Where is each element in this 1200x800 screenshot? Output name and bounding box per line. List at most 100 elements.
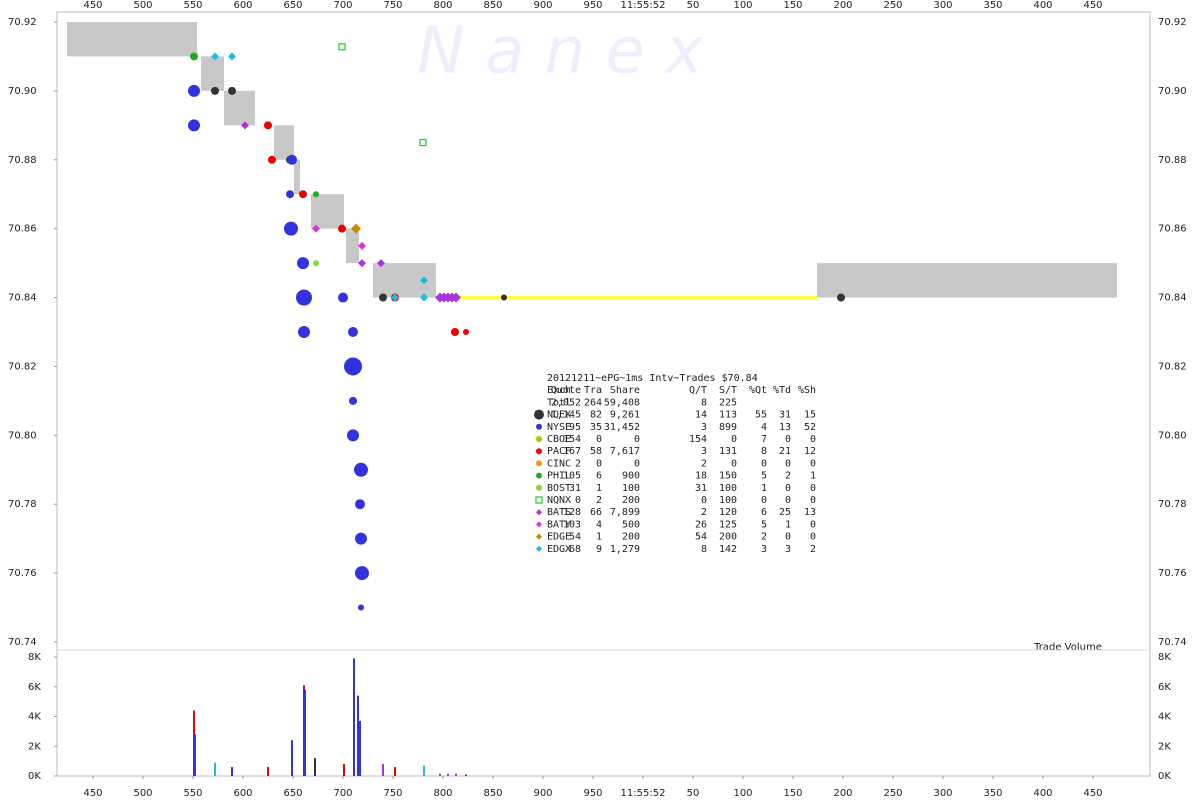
table-cell: 95 xyxy=(569,422,581,433)
volume-bar xyxy=(353,658,355,776)
table-cell: 0 xyxy=(575,495,581,506)
table-cell: 2 xyxy=(785,471,791,482)
table-cell: 2 xyxy=(596,495,602,506)
table-cell: NYSE xyxy=(547,422,571,433)
x-tick-label-bottom: 650 xyxy=(283,788,302,799)
table-cell: 8 xyxy=(701,544,707,555)
volume-bar xyxy=(267,767,269,776)
table-cell: 35 xyxy=(590,422,602,433)
table-cell: BOST xyxy=(547,483,571,494)
table-header: Q/T xyxy=(689,385,707,396)
quote-point xyxy=(420,276,428,285)
quote-point xyxy=(420,293,428,302)
volume-bar xyxy=(343,764,345,776)
x-tick-label-bottom: 800 xyxy=(433,788,452,799)
table-cell: EDGX xyxy=(547,544,571,555)
table-cell: 200 xyxy=(622,532,640,543)
quote-point xyxy=(188,84,200,97)
table-cell: 31,452 xyxy=(604,422,640,433)
quote-point xyxy=(299,190,307,199)
watermark: N a n e x xyxy=(417,15,704,89)
y-tick-label: 70.90 xyxy=(8,86,37,97)
quote-point xyxy=(338,224,346,233)
table-header: %Qt xyxy=(749,385,767,396)
x-tick-label-top: 350 xyxy=(983,0,1002,11)
quote-point xyxy=(296,289,312,306)
y-tick-label-right: 70.92 xyxy=(1158,17,1187,28)
volume-bar xyxy=(291,740,293,776)
table-cell: PACF xyxy=(547,446,571,457)
table-cell: Totl xyxy=(547,397,571,408)
quote-point xyxy=(347,429,359,442)
x-tick-label-top: 600 xyxy=(233,0,252,11)
x-tick-label-top: 300 xyxy=(933,0,952,11)
volume-bar xyxy=(194,734,196,776)
quote-point xyxy=(313,191,319,198)
x-tick-label-bottom: 550 xyxy=(183,788,202,799)
volume-bar xyxy=(359,720,361,776)
x-tick-label-top: 950 xyxy=(583,0,602,11)
table-header: S/T xyxy=(719,385,737,396)
legend-marker xyxy=(536,484,542,491)
table-cell: 59,408 xyxy=(604,397,640,408)
quote-point xyxy=(351,223,361,234)
y-tick-label: 70.86 xyxy=(8,224,37,235)
table-cell: 113 xyxy=(719,410,737,421)
volume-bar xyxy=(231,767,233,776)
table-cell: 0 xyxy=(785,532,791,543)
x-tick-label-bottom: 11:55:52 xyxy=(621,788,666,799)
x-tick-label-top: 750 xyxy=(383,0,402,11)
legend-marker xyxy=(536,448,542,455)
plot-frame xyxy=(56,11,1151,777)
x-tick-label-bottom: 250 xyxy=(883,788,902,799)
y-tick-label: 70.84 xyxy=(8,293,37,304)
table-cell: 0 xyxy=(785,458,791,469)
spread-box xyxy=(67,22,197,57)
x-tick-label-bottom: 450 xyxy=(1083,788,1102,799)
y2-tick-label: 4K xyxy=(28,712,41,723)
table-cell: 82 xyxy=(590,410,602,421)
x-tick-label-top: 200 xyxy=(833,0,852,11)
quote-point xyxy=(211,86,219,95)
table-cell: 7,899 xyxy=(610,507,640,518)
table-cell: 0 xyxy=(785,483,791,494)
x-tick-label-top: 150 xyxy=(783,0,802,11)
volume-bar xyxy=(357,695,359,776)
table-cell: 0 xyxy=(810,495,816,506)
spread-box xyxy=(224,90,255,126)
table-header: Share xyxy=(610,385,640,396)
spread-box xyxy=(274,125,294,160)
table-cell: CBOE xyxy=(547,434,571,445)
table-cell: 100 xyxy=(622,483,640,494)
y2-tick-label: 8K xyxy=(28,652,41,663)
x-tick-label-top: 500 xyxy=(133,0,152,11)
x-tick-label-bottom: 100 xyxy=(733,788,752,799)
table-header: %Sh xyxy=(798,385,816,396)
x-tick-label-top: 50 xyxy=(687,0,700,11)
table-cell: 2 xyxy=(761,532,767,543)
quote-point xyxy=(188,119,200,132)
quote-point xyxy=(377,259,385,268)
volume-bar xyxy=(394,767,396,776)
quote-point xyxy=(379,293,387,302)
table-cell: 150 xyxy=(719,471,737,482)
table-cell: 3 xyxy=(701,446,707,457)
table-cell: 1 xyxy=(785,519,791,530)
legend-marker xyxy=(536,460,542,467)
table-cell: 1,145 xyxy=(551,410,581,421)
quote-point xyxy=(501,294,507,301)
table-cell: 167 xyxy=(563,446,581,457)
table-cell: 120 xyxy=(719,507,737,518)
volume-bar xyxy=(382,764,384,776)
legend-marker xyxy=(534,409,544,420)
volume-bar xyxy=(465,774,467,776)
y2-tick-label-right: 8K xyxy=(1158,652,1171,663)
table-cell: 0 xyxy=(731,434,737,445)
quote-point xyxy=(348,327,358,337)
table-cell: 4 xyxy=(761,422,767,433)
x-tick-label-bottom: 300 xyxy=(933,788,952,799)
x-tick-label-bottom: 200 xyxy=(833,788,852,799)
y-tick-label: 70.76 xyxy=(8,568,37,579)
